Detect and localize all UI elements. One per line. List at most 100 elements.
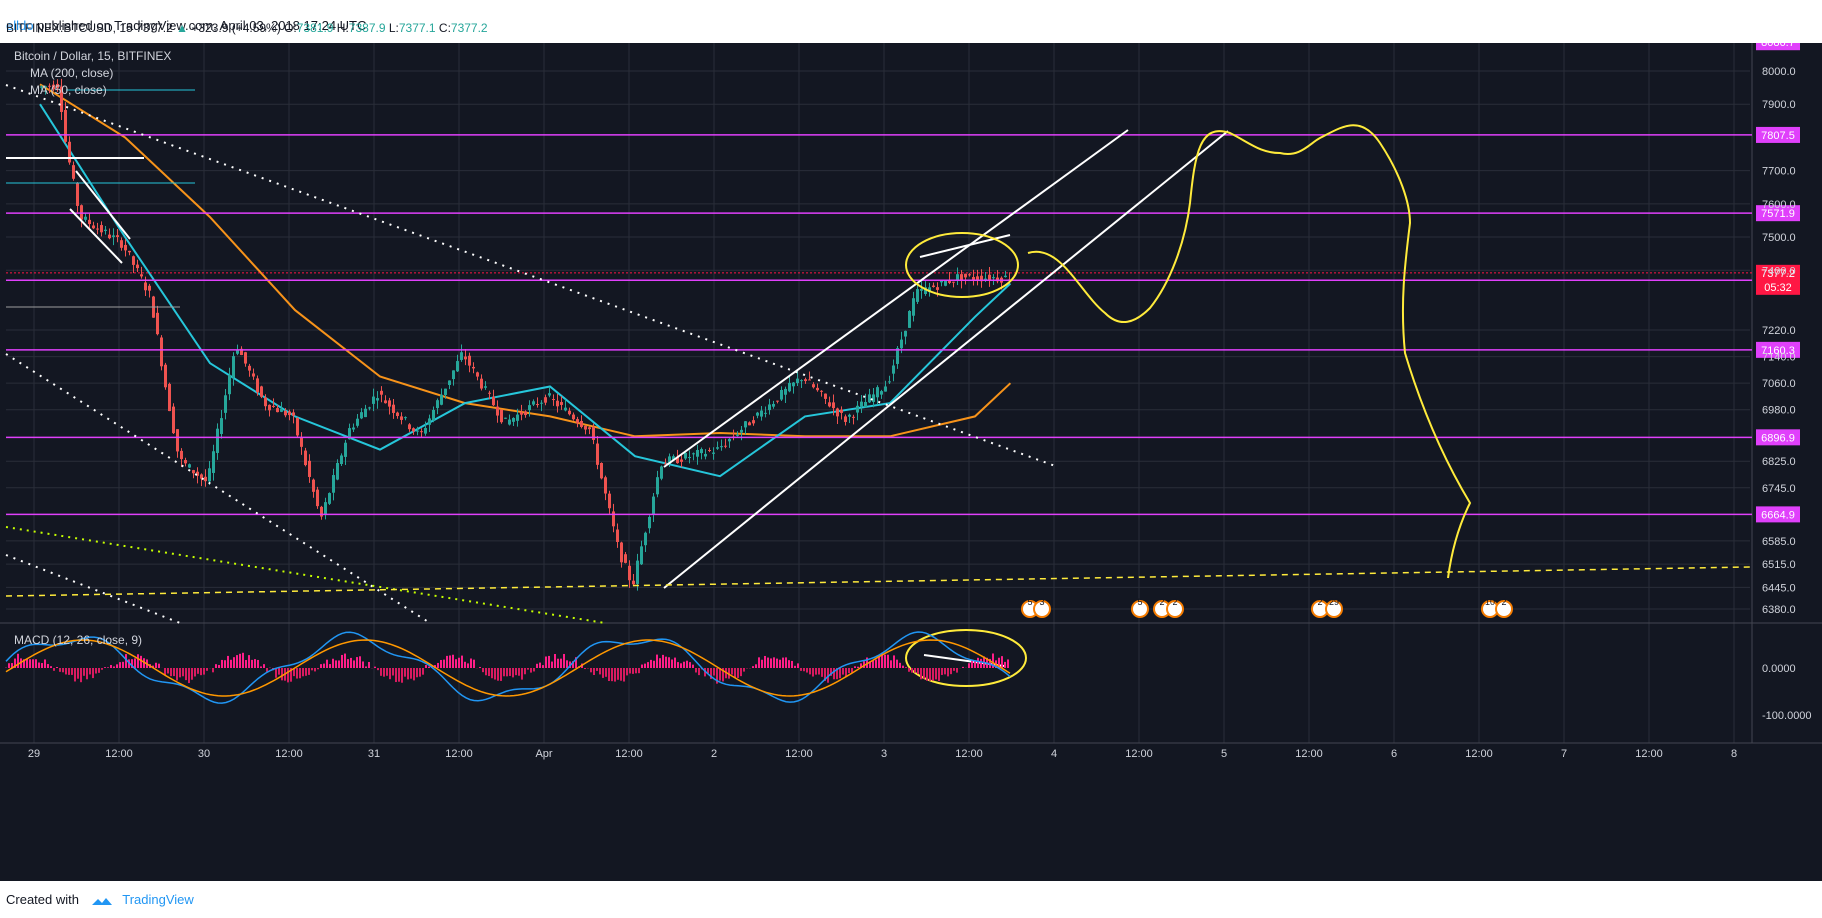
ma200-line xyxy=(39,83,1012,438)
candle-body xyxy=(584,425,587,430)
candle-body xyxy=(160,337,163,367)
time-tick-label: 12:00 xyxy=(1635,748,1663,760)
ma50-legend[interactable]: MA (50, close) xyxy=(30,83,107,97)
ma50-line xyxy=(39,103,1012,478)
candle-body xyxy=(300,436,303,447)
horizontal-levels: 8086.77807.57571.97370.17160.36896.96664… xyxy=(6,34,1800,523)
time-tick-label: 12:00 xyxy=(275,748,303,760)
candle-body xyxy=(912,298,915,316)
candle-body xyxy=(688,457,691,459)
candle-body xyxy=(920,288,923,291)
close-label: C: xyxy=(438,21,451,35)
candle-body xyxy=(44,86,47,88)
candle-body xyxy=(856,405,859,413)
candle-body xyxy=(796,378,799,384)
candle-body xyxy=(492,396,495,406)
dotted-lower-trend xyxy=(5,353,431,624)
chart-title: Bitcoin / Dollar, 15, BITFINEX xyxy=(14,49,171,63)
candle-body xyxy=(308,460,311,477)
candle-body xyxy=(668,456,671,464)
tradingview-link[interactable]: TradingView xyxy=(122,892,194,907)
candle-body xyxy=(68,141,71,163)
candle-body xyxy=(328,493,331,504)
level-label: 7807.5 xyxy=(1761,130,1795,142)
candle-body xyxy=(120,240,123,248)
candle-body xyxy=(400,416,403,420)
candle-body xyxy=(240,348,243,356)
candle-body xyxy=(96,228,99,230)
candle-body xyxy=(944,280,947,286)
event-badge-label: 29 xyxy=(1329,597,1339,607)
candle-body xyxy=(268,404,271,411)
candle-body xyxy=(460,352,463,360)
time-tick-label: 6 xyxy=(1391,748,1397,760)
candle-body xyxy=(948,279,951,283)
candle-body xyxy=(172,406,175,434)
high-value: 7387.9 xyxy=(348,21,386,35)
candle-body xyxy=(292,412,295,416)
candle-body xyxy=(144,282,147,291)
flag-icon xyxy=(1495,600,1513,618)
level-tag xyxy=(1756,341,1800,358)
time-tick-label: 12:00 xyxy=(105,748,133,760)
time-tick-label: 12:00 xyxy=(615,748,643,760)
candle-body xyxy=(480,378,483,389)
ma200-path xyxy=(39,83,1012,438)
created-with-label: Created with xyxy=(6,892,79,907)
candle-body xyxy=(652,496,655,515)
candle-body xyxy=(880,391,883,395)
candle-body xyxy=(608,493,611,509)
candle-body xyxy=(776,400,779,402)
event-badges: 5 3 5 2 2 2 29 10 2 xyxy=(1021,597,1513,618)
candle-body xyxy=(72,165,75,179)
candle-body xyxy=(892,365,895,374)
event-badge-label: 5 xyxy=(1027,597,1032,607)
level-label: 6896.9 xyxy=(1761,432,1795,444)
candle-body xyxy=(404,417,407,419)
candle-body xyxy=(904,330,907,337)
user-drawings xyxy=(5,84,1751,687)
candle-body xyxy=(564,407,567,411)
candle-body xyxy=(284,410,287,416)
candle-body xyxy=(296,418,299,436)
candle-body xyxy=(476,372,479,377)
author-link[interactable]: elldo xyxy=(6,18,34,33)
time-tick-label: 12:00 xyxy=(1125,748,1153,760)
candle-body xyxy=(568,410,571,415)
candle-body xyxy=(324,502,327,516)
candle-body xyxy=(212,451,215,473)
candle-body xyxy=(864,401,867,408)
price-chart[interactable]: 8086.77807.57571.97370.17160.36896.96664… xyxy=(0,34,1822,881)
chart-area[interactable]: 8086.77807.57571.97370.17160.36896.96664… xyxy=(0,34,1822,881)
level-label: 7571.9 xyxy=(1761,208,1795,220)
candle-body xyxy=(116,235,119,237)
candle-body xyxy=(228,375,231,395)
price-tick-label: 7900.0 xyxy=(1762,99,1796,111)
time-tick-label: 5 xyxy=(1221,748,1227,760)
candle-body xyxy=(516,414,519,421)
event-badge-label: 10 xyxy=(1485,597,1495,607)
candle-body xyxy=(316,489,319,507)
candle-body xyxy=(628,565,631,581)
candle-body xyxy=(980,275,983,282)
candle-body xyxy=(280,408,283,412)
candle-body xyxy=(364,408,367,418)
candle-body xyxy=(576,419,579,424)
candle-body xyxy=(536,404,539,406)
candle-body xyxy=(780,389,783,400)
level-tag xyxy=(1756,506,1800,523)
level-tag xyxy=(1756,126,1800,143)
candle-body xyxy=(320,506,323,517)
candle-body xyxy=(276,408,279,413)
time-tick-label: 3 xyxy=(881,748,887,760)
ma200-legend[interactable]: MA (200, close) xyxy=(30,66,113,80)
candle-body xyxy=(876,387,879,398)
candle-body xyxy=(636,560,639,584)
candle-body xyxy=(552,399,555,401)
macd-legend[interactable]: MACD (12, 26, close, 9) xyxy=(14,633,142,647)
candle-body xyxy=(376,398,379,401)
time-tick-label: 4 xyxy=(1051,748,1057,760)
candle-body xyxy=(56,83,59,88)
candle-body xyxy=(660,466,663,479)
candle-body xyxy=(940,280,943,283)
